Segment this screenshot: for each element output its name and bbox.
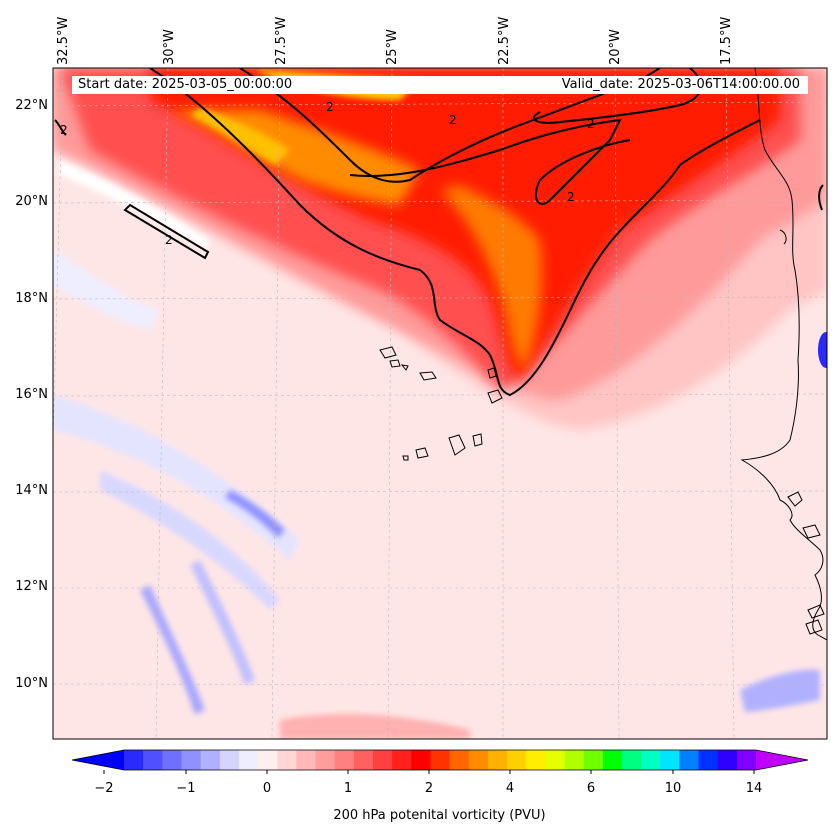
lat-label: 10°N — [15, 676, 48, 691]
lat-label: 12°N — [15, 579, 48, 594]
lat-label: 16°N — [15, 387, 48, 402]
colorbar-tick: 6 — [586, 781, 596, 796]
contour-label: 2 — [165, 233, 173, 247]
lon-label: 22.5°W — [497, 16, 512, 65]
colorbar-tick: 0 — [262, 781, 272, 796]
contour-label: 2 — [567, 190, 575, 204]
lat-label: 18°N — [15, 291, 48, 306]
contour-label: 2 — [587, 117, 595, 131]
lon-label: 30°W — [162, 29, 177, 65]
start-date: Start date: 2025-03-05_00:00:00 — [78, 77, 293, 92]
colorbar-tick: 1 — [343, 781, 353, 796]
contour-label: 2 — [60, 123, 68, 137]
lon-label: 20°W — [608, 29, 623, 65]
colorbar-tick: −2 — [94, 781, 114, 796]
colorbar-label: 200 hPa potenital vorticity (PVU) — [333, 808, 546, 823]
lat-label: 14°N — [15, 483, 48, 498]
map-frame — [52, 67, 828, 740]
lon-label: 25°W — [385, 29, 400, 65]
lat-label: 20°N — [15, 194, 48, 209]
lon-label: 17.5°W — [719, 16, 734, 65]
colorbar-tick: 2 — [424, 781, 434, 796]
lon-label: 32.5°W — [56, 16, 71, 65]
valid-date: Valid_date: 2025-03-06T14:00:00.00 — [561, 77, 800, 92]
lon-label: 27.5°W — [274, 16, 289, 65]
pv-field: 2 2 2 2 2 2 — [53, 68, 827, 739]
contour-label: 2 — [326, 100, 334, 114]
date-bar: Start date: 2025-03-05_00:00:00 Valid_da… — [72, 76, 808, 94]
colorbar-tick: 10 — [664, 781, 682, 796]
colorbar-tick: −1 — [176, 781, 196, 796]
contour-label: 2 — [449, 113, 457, 127]
colorbar-tick: 14 — [745, 781, 763, 796]
colorbar-tick: 4 — [505, 781, 515, 796]
lat-label: 22°N — [15, 98, 48, 113]
